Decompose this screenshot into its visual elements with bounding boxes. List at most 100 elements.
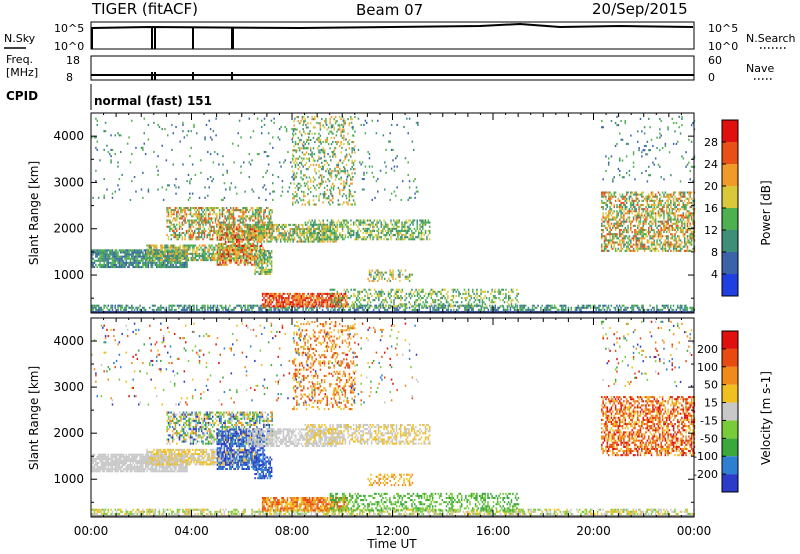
power-scatter-cell [279, 225, 282, 229]
power-scatter-cell [336, 141, 338, 144]
power-scatter-cell [625, 306, 628, 309]
power-scatter-cell [232, 211, 235, 214]
power-scatter-cell [313, 240, 315, 243]
power-scatter-cell [216, 261, 219, 264]
power-scatter-cell [198, 227, 200, 230]
power-scatter-cell [279, 232, 282, 235]
power-scatter-cell [160, 308, 162, 311]
power-scatter-cell [208, 252, 210, 255]
power-scatter-cell [326, 301, 329, 304]
power-scatter-cell [306, 306, 309, 309]
power-scatter-cell [181, 236, 184, 239]
power-scatter-cell [256, 228, 258, 231]
power-scatter-cell [664, 306, 666, 309]
power-scatter-cell [222, 163, 224, 166]
power-scatter-cell [290, 301, 293, 304]
power-scatter-cell [193, 125, 195, 129]
power-scatter-cell [165, 249, 168, 252]
power-scatter-cell [370, 231, 373, 235]
power-scatter-cell [255, 244, 257, 248]
power-scatter-cell [350, 155, 352, 158]
power-scatter-cell [405, 219, 407, 222]
power-scatter-cell [282, 234, 285, 237]
power-scatter-cell [236, 223, 239, 226]
power-scatter-cell [340, 221, 342, 224]
power-scatter-cell [93, 261, 96, 264]
power-scatter-cell [269, 192, 271, 195]
power-scatter-cell [246, 240, 249, 243]
power-scatter-cell [209, 236, 211, 239]
power-scatter-cell [193, 308, 195, 311]
power-scatter-cell [131, 153, 133, 156]
power-scatter-cell [362, 236, 365, 239]
power-scatter-cell [390, 227, 392, 230]
power-scatter-cell [95, 304, 97, 307]
power-scatter-cell [234, 247, 237, 250]
power-scatter-cell [326, 230, 329, 233]
power-scatter-cell [404, 221, 406, 224]
power-scatter-cell [173, 256, 176, 260]
power-scatter-cell [147, 138, 150, 141]
power-scatter-cell [93, 266, 96, 269]
power-scatter-cell [420, 238, 423, 241]
power-scatter-cell [282, 238, 285, 241]
power-scatter-cell [251, 308, 253, 311]
power-scatter-cell [245, 236, 248, 239]
power-scatter-cell [114, 253, 116, 256]
power-scatter-cell [332, 155, 334, 158]
power-scatter-cell [244, 253, 246, 256]
power-scatter-cell [314, 178, 316, 181]
power-scatter-cell [238, 234, 241, 237]
power-scatter-cell [242, 247, 245, 250]
power-scatter-cell [321, 238, 323, 241]
power-scatter-cell [277, 234, 279, 237]
power-scatter-cell [191, 229, 193, 232]
power-scatter-cell [166, 221, 168, 224]
power-scatter-cell [352, 221, 355, 224]
power-scatter-cell [150, 266, 152, 269]
power-scatter-cell [175, 259, 177, 262]
power-scatter-cell [281, 294, 283, 298]
power-scatter-cell [285, 130, 288, 133]
power-scatter-cell [160, 248, 162, 251]
power-scatter-cell [113, 261, 115, 264]
power-scatter-cell [332, 141, 334, 144]
power-scatter-cell [379, 219, 381, 222]
power-scatter-cell [584, 306, 586, 309]
power-scatter-cell [336, 301, 338, 304]
power-scatter-cell [545, 304, 548, 307]
power-scatter-cell [305, 231, 308, 235]
power-scatter-cell [344, 299, 347, 302]
power-scatter-cell [304, 120, 306, 123]
power-scatter-cell [270, 221, 272, 224]
power-scatter-cell [294, 141, 297, 144]
power-scatter-cell [257, 206, 260, 210]
power-scatter-cell [327, 172, 330, 175]
power-scatter-cell [318, 294, 321, 298]
power-scatter-cell [305, 141, 308, 144]
power-scatter-cell [132, 253, 134, 256]
power-scatter-cell [226, 228, 228, 231]
power-scatter-cell [305, 182, 308, 185]
power-scatter-cell [305, 223, 308, 226]
power-scatter-cell [264, 292, 267, 295]
power-scatter-cell [241, 256, 244, 260]
power-scatter-cell [294, 306, 296, 309]
power-scatter-cell [306, 294, 308, 298]
power-scatter-cell [420, 219, 423, 222]
power-scatter-cell [336, 225, 338, 228]
power-scatter-cell [267, 292, 269, 295]
nsearch-tick-bottom: 10^0 [708, 40, 738, 53]
power-scatter-cell [312, 180, 315, 183]
power-scatter-cell [220, 256, 223, 260]
power-scatter-cell [367, 308, 369, 311]
power-scatter-cell [263, 297, 265, 300]
power-scatter-cell [314, 159, 316, 162]
power-scatter-cell [347, 203, 349, 206]
power-scatter-cell [417, 229, 420, 232]
power-scatter-cell [248, 252, 251, 255]
power-scatter-cell [377, 236, 380, 239]
power-scatter-cell [204, 248, 206, 251]
power-scatter-cell [324, 240, 326, 243]
power-scatter-cell [189, 180, 191, 183]
